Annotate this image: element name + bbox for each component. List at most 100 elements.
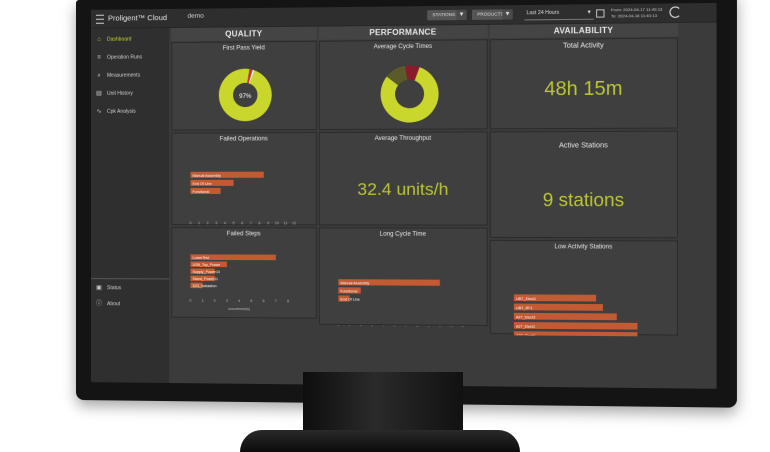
tab-demo[interactable]: demo: [187, 12, 204, 20]
bar-0: [338, 279, 440, 286]
axis-tick-label: 9: [267, 221, 269, 225]
bar-2: [190, 268, 215, 275]
bar-label: Supply_Power10: [193, 270, 220, 274]
date-range: From: 2024-04-17 11:40:13 To: 2024-04-18…: [611, 7, 662, 19]
search-icon: ⌕: [97, 72, 101, 79]
active-stations-panel: Active Stations 9 stations: [489, 130, 678, 239]
sidebar-item-label: About: [106, 301, 121, 308]
axis-label: occurrence(s): [228, 307, 250, 311]
axis-tick-label: 0: [189, 299, 191, 303]
sidebar-item-status[interactable]: ▣ Status: [91, 281, 169, 295]
calendar-icon[interactable]: [596, 9, 605, 18]
axis-tick-label: 7: [416, 325, 418, 327]
sidebar-item-label: Measurements: [106, 72, 141, 79]
axis-tick-label: 10: [275, 221, 279, 225]
active-stations-value: 9 stations: [542, 189, 625, 211]
sidebar-item-cpk-analysis[interactable]: ∿ Cpk Analysis: [91, 104, 169, 118]
axis-tick-label: 5: [250, 299, 252, 303]
axis-tick-label: 12: [292, 221, 296, 225]
stations-filter-icon[interactable]: ▼: [456, 9, 467, 21]
time-range-select[interactable]: Last 24 Hours ▼: [524, 7, 594, 21]
time-range-value: Last 24 Hours: [526, 9, 560, 17]
donut-slice-c: [405, 65, 420, 81]
sidebar-item-measurements[interactable]: ⌕ Measurements: [91, 68, 169, 83]
status-icon: ▣: [96, 285, 102, 292]
date-to: To: 2024-04-18 11:40:13: [610, 12, 657, 18]
bar-label: Functional: [193, 190, 210, 194]
axis-tick-label: 10: [449, 326, 453, 327]
axis-tick-label: 9: [439, 326, 441, 327]
bar-4: [190, 282, 203, 289]
bar-label: Stand_Power11: [193, 277, 219, 281]
donut-slice-pass: [218, 68, 272, 122]
bar-label: UBT_Elect1: [516, 297, 536, 301]
average-throughput-value: 32.4 units/h: [357, 179, 449, 199]
sidebar-item-about[interactable]: ⓘ About: [91, 297, 169, 312]
home-icon: ⌂: [97, 36, 101, 43]
bar-label: LowerTest: [193, 256, 210, 260]
axis-tick-label: 3: [371, 325, 373, 327]
history-icon: ▤: [96, 90, 102, 97]
menu-icon[interactable]: [95, 14, 104, 24]
axis-tick-label: 5: [394, 325, 396, 327]
bar-2: [190, 187, 221, 194]
chevron-down-icon: ▼: [586, 9, 592, 16]
chart-icon: ∿: [96, 108, 102, 115]
axis-tick-label: 2: [207, 221, 209, 225]
sidebar-item-dashboard[interactable]: ⌂ Dashboard: [91, 32, 169, 47]
quality-header: QUALITY: [171, 26, 317, 42]
refresh-icon[interactable]: [669, 6, 682, 18]
axis-tick-label: 6: [241, 221, 243, 225]
sidebar-item-unit-history[interactable]: ▤ Unit History: [91, 86, 169, 101]
axis-tick-label: 3: [226, 299, 228, 303]
panel-title: Active Stations: [558, 142, 608, 150]
sidebar-item-operation-runs[interactable]: ≡ Operation Runs: [91, 50, 169, 65]
failed-operations-panel: Failed Operations Manual Assembly End Of …: [171, 132, 317, 226]
panel-title: Total Activity: [563, 42, 604, 50]
sidebar-item-label: Dashboard: [106, 36, 132, 43]
axis-tick-label: 4: [382, 325, 384, 327]
bar-label: S23_Validation: [193, 284, 217, 288]
bars-group: Manual Assembly Functional End Of Line 0 1 2 3…: [337, 279, 465, 327]
total-activity-panel: Total Activity 48h 15m: [489, 37, 678, 130]
bar-label: Manual Assembly: [193, 174, 222, 178]
first-pass-yield-panel: First Pass Yield 97%: [171, 40, 317, 131]
axis-tick-label: 7: [250, 221, 252, 225]
bar-label: Manual Assembly: [340, 281, 369, 285]
sidebar: ⌂ Dashboard ≡ Operation Runs ⌕ Measureme…: [90, 28, 170, 383]
average-throughput-panel: Average Throughput 32.4 units/h: [318, 131, 488, 226]
axis-tick-label: 0: [337, 325, 339, 327]
first-pass-yield-value: 97%: [239, 94, 252, 100]
axis-tick-label: 11: [284, 221, 288, 225]
donut-chart: [218, 68, 272, 122]
bar-1: [338, 287, 361, 294]
bar-2: [338, 295, 350, 302]
info-icon: ⓘ: [95, 301, 102, 308]
axis-tick-label: 1: [349, 325, 351, 327]
products-filter-icon[interactable]: ▼: [502, 9, 513, 20]
bar-label: A27_Elect2: [516, 334, 535, 337]
axis-tick-label: 2: [214, 299, 216, 303]
bars-group: UBT_Elect1 UBT_RF1 A27_Elect3 A27_Elect1 A27…: [513, 294, 638, 337]
axis-tick-label: 6: [263, 299, 265, 303]
bar-1: [190, 261, 227, 268]
axis-tick-label: 0: [189, 221, 191, 225]
donut-chart: [380, 65, 439, 123]
axis-tick-label: 8: [428, 326, 430, 327]
sidebar-item-label: Cpk Analysis: [106, 108, 136, 115]
bar-label: UBT_RF1: [516, 306, 533, 310]
axis-tick-label: 1: [202, 299, 204, 303]
axis-tick-label: 4: [238, 299, 240, 303]
total-activity-value: 48h 15m: [544, 78, 623, 101]
availability-header: AVAILABILITY: [489, 23, 678, 39]
long-cycle-time-panel: Long Cycle Time Manual Assembly Functiona…: [318, 227, 488, 327]
bar-label: A27_Elect3: [516, 315, 535, 319]
bar-1: [190, 179, 234, 186]
average-cycle-times-chart: [380, 65, 439, 123]
bar-0: [190, 171, 264, 178]
axis-tick-label: 6: [405, 325, 407, 327]
bar-0: [190, 254, 276, 261]
app-screen: Proligent™ Cloud demo STATIONS ▼ PRODUCT…: [90, 2, 717, 389]
